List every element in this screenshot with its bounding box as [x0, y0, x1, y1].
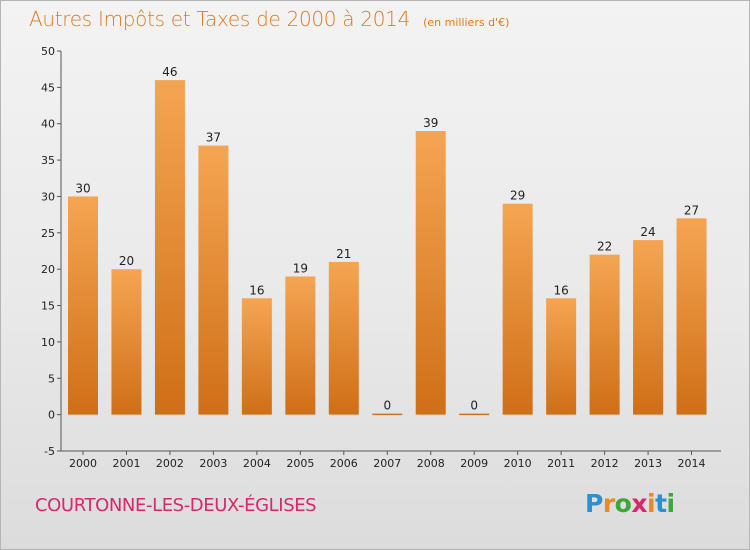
y-tick-label: 50 [41, 45, 55, 58]
x-tick-label: 2013 [634, 457, 662, 470]
value-labels: 30 20 46 37 16 19 21 0 39 0 29 16 22 24 27 [75, 65, 699, 413]
value-label: 30 [75, 181, 90, 195]
chart-subtitle: (en milliers d'€) [423, 16, 510, 29]
y-tick-label: -5 [44, 445, 55, 458]
y-tick-label: 5 [48, 372, 55, 385]
logo-letter: x [631, 489, 647, 518]
bar-2003 [198, 145, 229, 415]
bar-2010 [502, 203, 533, 415]
x-tick-label: 2008 [417, 457, 445, 470]
x-tick-label: 2000 [69, 457, 97, 470]
logo-letter: t [655, 489, 667, 518]
logo-letter: i [666, 489, 676, 518]
x-tick-label: 2005 [286, 457, 314, 470]
bar-2014 [676, 218, 707, 415]
y-tick-label: 0 [48, 409, 55, 422]
value-label: 19 [293, 261, 308, 275]
x-tick-label: 2011 [547, 457, 575, 470]
bar-2007 [372, 413, 403, 416]
y-tick-label: 40 [41, 118, 55, 131]
bar-2012 [589, 254, 620, 415]
bar-2011 [546, 298, 577, 415]
value-label: 0 [383, 399, 391, 413]
y-tick-label: 15 [41, 300, 55, 313]
bar-2000 [68, 196, 98, 415]
y-tick-label: 10 [41, 336, 55, 349]
y-tick-label: 45 [41, 81, 55, 94]
x-tick-label: 2004 [243, 457, 271, 470]
value-label: 39 [423, 116, 438, 130]
value-label: 22 [597, 240, 612, 254]
chart-header: Autres Impôts et Taxes de 2000 à 2014 (e… [29, 7, 509, 31]
bar-2002 [154, 80, 185, 415]
x-tick-label: 2007 [373, 457, 401, 470]
bar-2009 [459, 413, 490, 416]
value-label: 24 [640, 225, 655, 239]
x-tick-label: 2012 [591, 457, 619, 470]
bar-2005 [285, 276, 316, 415]
value-label: 20 [119, 254, 134, 268]
logo-letter: r [602, 489, 615, 518]
x-tick-label: 2001 [112, 457, 140, 470]
y-tick-label: 30 [41, 190, 55, 203]
bar-2013 [633, 240, 664, 415]
y-tick-label: 25 [41, 227, 55, 240]
x-tick-label: 2010 [504, 457, 532, 470]
value-label: 27 [684, 203, 699, 217]
value-label: 16 [249, 283, 264, 297]
x-tick-label: 2002 [156, 457, 184, 470]
bar-2008 [415, 131, 446, 415]
x-tick-label: 2006 [330, 457, 358, 470]
bar-2001 [111, 269, 142, 415]
x-tick-label: 2009 [460, 457, 488, 470]
y-tick-label: 20 [41, 263, 55, 276]
bars [68, 80, 707, 416]
location-name: COURTONNE-LES-DEUX-ÉGLISES [35, 495, 317, 516]
value-label: 21 [336, 247, 351, 261]
value-label: 37 [206, 131, 221, 145]
x-tick-label: 2014 [678, 457, 706, 470]
bar-2006 [328, 261, 359, 415]
logo-letter: i [647, 489, 656, 518]
bar-2004 [241, 298, 272, 415]
chart-title: Autres Impôts et Taxes de 2000 à 2014 [29, 7, 410, 31]
y-tick-label: 35 [41, 154, 55, 167]
x-tick-label: 2003 [199, 457, 227, 470]
value-label: 46 [162, 65, 177, 79]
logo-letter: P [585, 489, 603, 518]
value-label: 29 [510, 189, 525, 203]
logo-letter: o [614, 489, 632, 518]
value-label: 0 [470, 399, 478, 413]
proxiti-logo: Proxiti [585, 489, 675, 518]
value-label: 16 [553, 283, 568, 297]
